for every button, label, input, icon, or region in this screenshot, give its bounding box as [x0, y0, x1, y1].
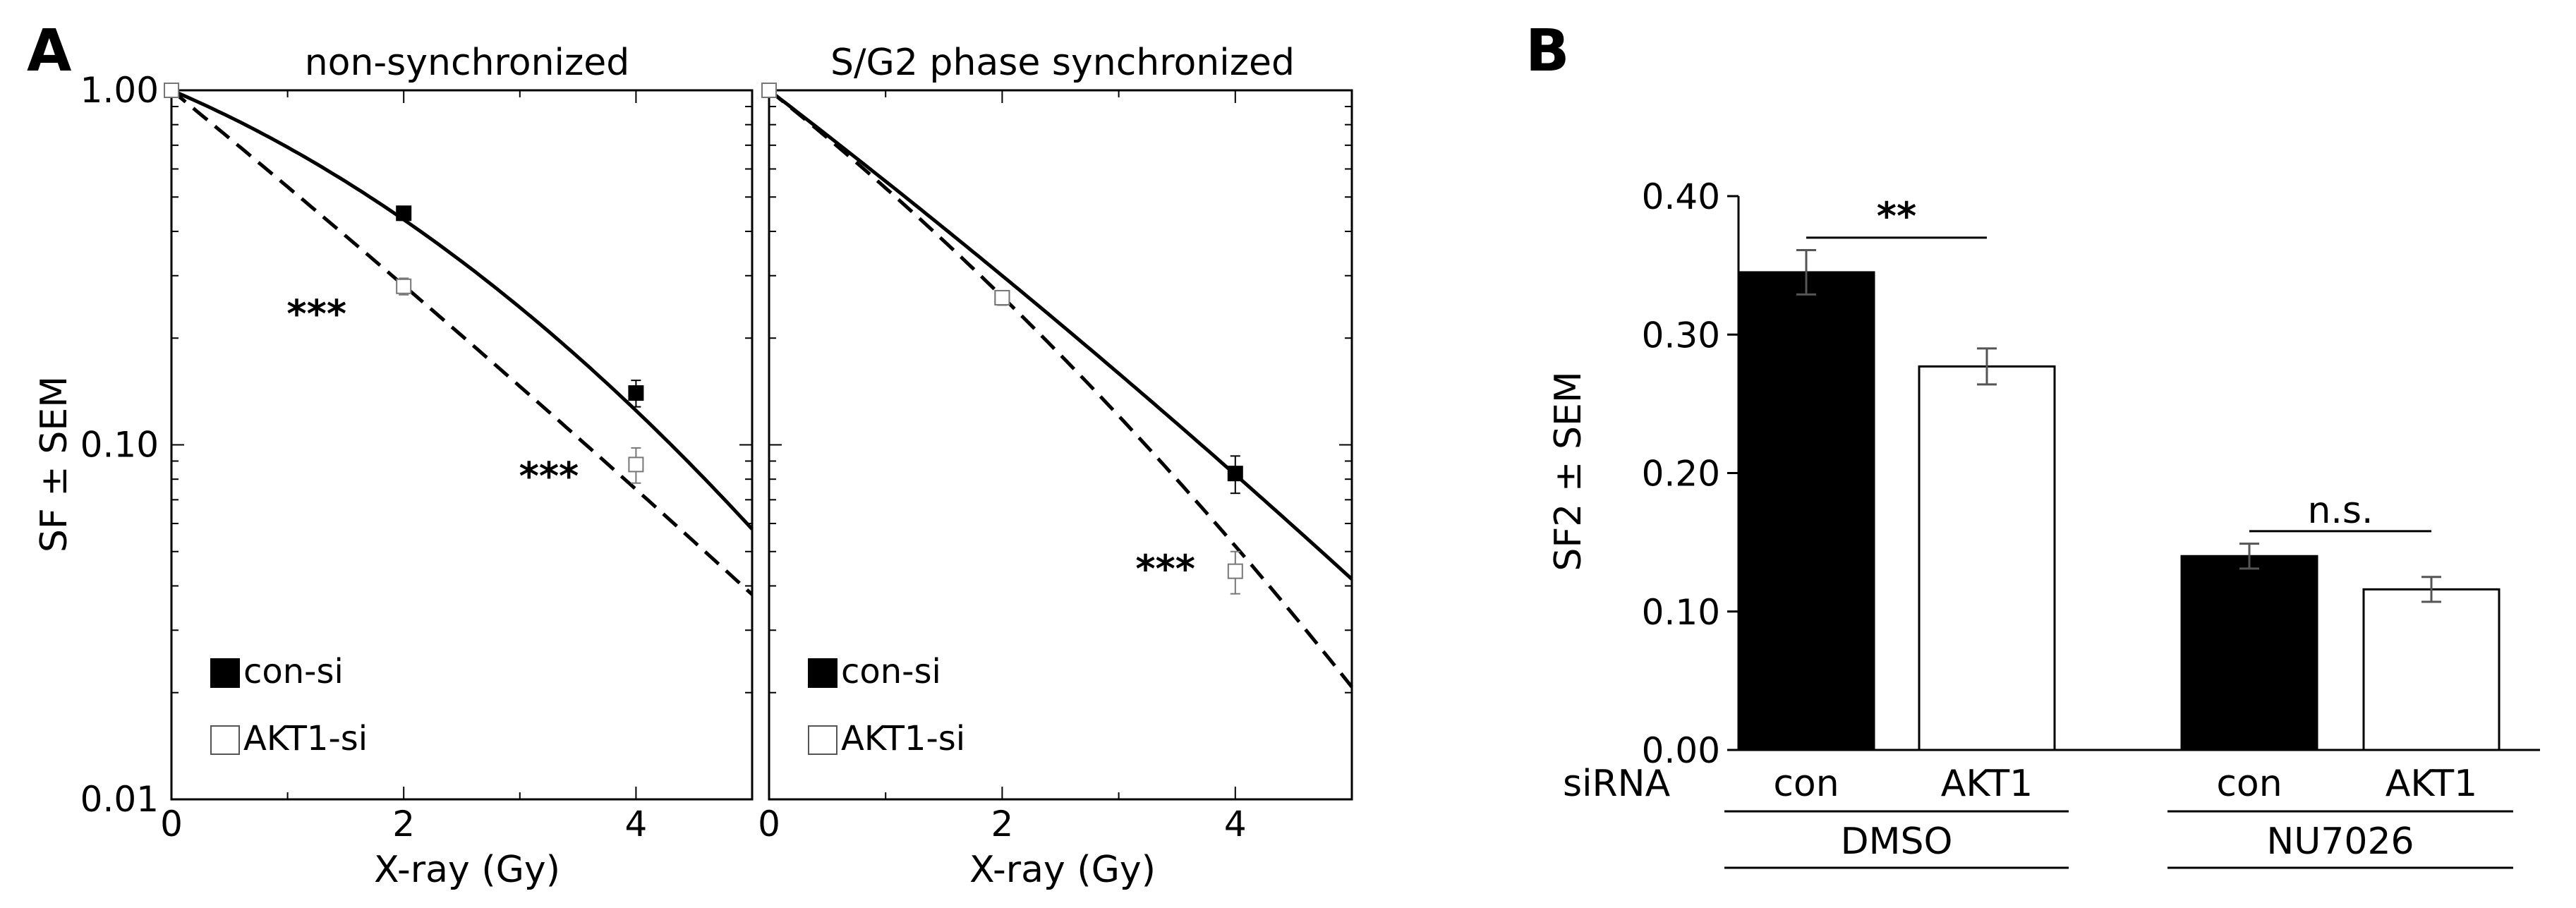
chart3-plot: 0.00 0.10 0.20 0.30 0.40 con AKT1 con AKT1 DMSO NU… [1642, 176, 2540, 869]
chart2-fit-akt1-si [768, 89, 1353, 689]
chart1-significance-label: *** [519, 454, 579, 498]
chart2-xtick-label: 2 [991, 804, 1013, 845]
chart1-significance-label: *** [286, 291, 346, 336]
chart1-ylabel: SF ± SEM [33, 376, 75, 552]
chart3-significance-label: ** [1877, 194, 1916, 238]
chart3-category-label: AKT1 [2385, 763, 2477, 805]
chart2-significance-label: *** [1135, 547, 1195, 591]
chart2-point-akt1-si [1227, 563, 1243, 579]
chart3-bar-1 [1918, 365, 2056, 751]
panel-label-a: A [27, 18, 72, 85]
chart1-point-con-si [396, 205, 412, 222]
chart1-legend-marker-akt1-si [210, 725, 240, 755]
chart3-bar-3 [2362, 588, 2501, 751]
chart2-fit-con-si [768, 89, 1353, 581]
chart1-xtick-label: 4 [624, 804, 647, 845]
chart3-ylabel: SF2 ± SEM [1547, 371, 1590, 571]
chart1-legend-label: AKT1-si [243, 719, 368, 758]
chart1-ytick-label: 1.00 [80, 70, 159, 111]
chart2-frame [768, 89, 1353, 801]
chart1-plot: 0.01 0.10 1.00 0 2 4 *** *** con-si AKT1-si [80, 70, 754, 845]
chart3-category-label: con [2216, 763, 2282, 805]
chart2-xtick-label: 4 [1224, 804, 1247, 845]
chart3-category-label: con [1773, 763, 1839, 805]
chart1-ytick-label: 0.01 [80, 779, 159, 820]
chart3-group-label: NU7026 [2266, 821, 2414, 863]
chart2-point-con-si [1227, 466, 1243, 482]
chart1-xlabel: X-ray (Gy) [374, 849, 560, 891]
chart3-ytick-label: 0.10 [1642, 592, 1720, 633]
chart3-row-label: siRNA [1563, 763, 1671, 805]
chart3-bar-0 [1737, 271, 1875, 751]
chart2-title: S/G2 phase synchronized [830, 42, 1295, 84]
chart3-group-label: DMSO [1841, 821, 1953, 863]
chart2-xlabel: X-ray (Gy) [969, 849, 1156, 891]
chart3-ytick-label: 0.40 [1642, 176, 1720, 217]
chart2-xtick-label: 0 [758, 804, 780, 845]
chart1-legend-label: con-si [243, 652, 344, 691]
chart1-point-akt1-si [628, 456, 644, 473]
chart2-plot: 0 2 4 *** con-si AKT1-si [758, 83, 1353, 845]
panel-label-b: B [1525, 18, 1570, 85]
chart2-point-akt1-si [761, 83, 777, 98]
chart1-xtick-label: 2 [392, 804, 415, 845]
chart3-ytick-label: 0.00 [1642, 730, 1720, 771]
chart3-ytick-label: 0.30 [1642, 315, 1720, 356]
chart1-legend-marker-con-si [210, 658, 240, 688]
chart2-legend-label: AKT1-si [841, 719, 965, 758]
chart3-bar-2 [2180, 555, 2318, 751]
chart3-category-label: AKT1 [1941, 763, 2033, 805]
chart3-significance-label: n.s. [2307, 490, 2373, 532]
chart2-legend-label: con-si [841, 652, 941, 691]
chart1-title: non-synchronized [305, 42, 630, 84]
chart2-legend-marker-akt1-si [808, 725, 837, 755]
chart1-point-akt1-si [164, 83, 179, 98]
chart1-xtick-label: 0 [160, 804, 183, 845]
chart3-ytick-label: 0.20 [1642, 454, 1720, 495]
chart2-point-akt1-si [994, 289, 1010, 305]
chart1-point-con-si [628, 385, 644, 401]
chart1-fit-con-si [171, 88, 754, 531]
chart1-ytick-label: 0.10 [80, 425, 159, 466]
chart1-fit-akt1-si [170, 89, 754, 596]
chart1-frame [170, 89, 754, 801]
chart1-point-akt1-si [396, 278, 412, 294]
chart2-legend-marker-con-si [808, 658, 837, 688]
